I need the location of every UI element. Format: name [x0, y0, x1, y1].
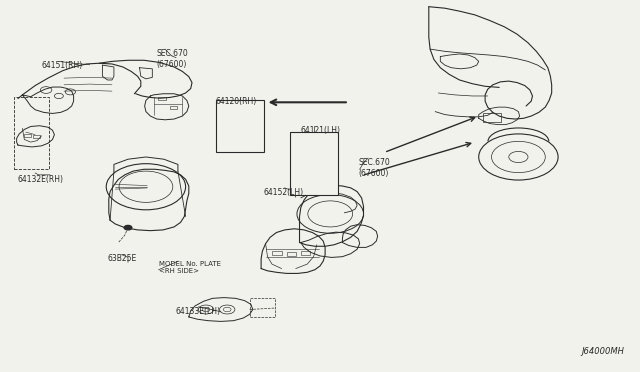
Bar — [216, 100, 264, 152]
Text: 64151(RH): 64151(RH) — [42, 61, 83, 70]
Text: 64121(LH): 64121(LH) — [301, 126, 340, 135]
Bar — [158, 97, 166, 100]
Text: SEC.670
(67600): SEC.670 (67600) — [157, 49, 189, 68]
Bar — [24, 134, 31, 137]
Bar — [170, 106, 177, 109]
Circle shape — [124, 225, 132, 230]
Bar — [272, 251, 282, 255]
Text: 63B25E: 63B25E — [108, 254, 137, 263]
Text: 64133E(LH): 64133E(LH) — [176, 307, 221, 316]
Text: J64000MH: J64000MH — [581, 347, 624, 356]
Text: SEC.670
(67600): SEC.670 (67600) — [358, 158, 390, 177]
Bar — [33, 135, 40, 138]
Text: MODEL No. PLATE
<RH SIDE>: MODEL No. PLATE <RH SIDE> — [159, 261, 221, 274]
Text: 64132E(RH): 64132E(RH) — [18, 175, 64, 184]
Text: 64120(RH): 64120(RH) — [216, 97, 257, 106]
Bar — [290, 132, 338, 195]
Text: 64152(LH): 64152(LH) — [264, 188, 304, 197]
Bar — [287, 252, 296, 256]
Bar — [301, 251, 310, 255]
Bar — [14, 97, 49, 169]
Bar — [483, 113, 501, 122]
